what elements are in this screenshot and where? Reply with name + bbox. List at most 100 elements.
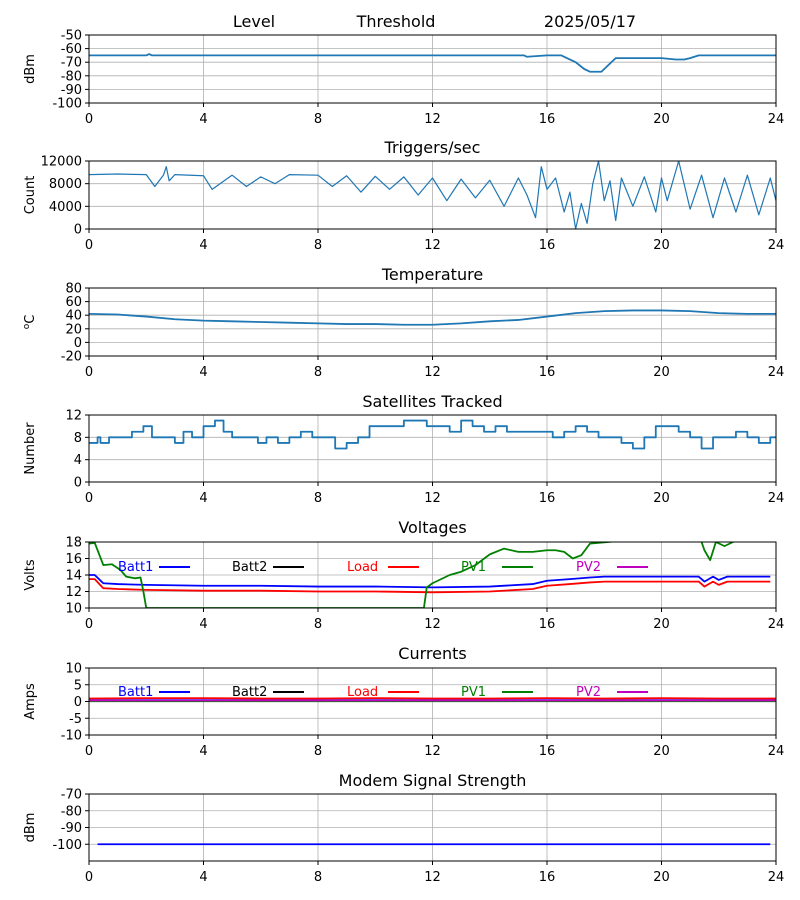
x-tick-label: 12 — [424, 744, 441, 759]
y-tick-label: 10 — [65, 602, 82, 617]
degree-mark: o — [22, 323, 32, 329]
y-tick-label: 0 — [74, 223, 82, 238]
y-tick-label: -70 — [61, 788, 82, 803]
x-tick-label: 0 — [85, 744, 93, 759]
y-tick-label: 12 — [65, 585, 82, 600]
y-tick-label: -80 — [61, 69, 82, 84]
chart-title-part: Level — [233, 12, 275, 31]
x-tick-label: 8 — [314, 365, 322, 380]
chart-title: Triggers/sec — [384, 138, 481, 157]
x-tick-label: 12 — [424, 238, 441, 253]
chart-title: Satellites Tracked — [362, 392, 502, 411]
x-tick-label: 4 — [199, 491, 207, 506]
legend-label-batt2: Batt2 — [232, 560, 267, 575]
x-tick-label: 0 — [85, 112, 93, 127]
x-tick-label: 24 — [768, 238, 785, 253]
y-tick-label: 10 — [65, 662, 82, 677]
y-axis-label: oC — [22, 315, 38, 330]
y-axis-label: Volts — [23, 559, 38, 591]
y-tick-label: 0 — [74, 476, 82, 491]
y-tick-label: 18 — [65, 536, 82, 551]
unit-letter: C — [23, 315, 38, 324]
y-tick-label: 20 — [65, 322, 82, 337]
legend-label-load: Load — [347, 560, 378, 575]
y-axis-label: Number — [23, 422, 38, 475]
series-line-batt1 — [89, 574, 771, 589]
x-tick-label: 4 — [199, 744, 207, 759]
chart-panel-4: 0 4 8 12 16 20 24 0 4 8 12 Number Satellites Tracked — [23, 392, 784, 506]
x-tick-label: 20 — [653, 870, 670, 885]
y-tick-label: -100 — [52, 838, 82, 853]
x-tick-label: 24 — [768, 491, 785, 506]
x-tick-label: 8 — [314, 870, 322, 885]
legend-label-batt2: Batt2 — [232, 685, 267, 700]
x-tick-label: 4 — [199, 365, 207, 380]
y-tick-label: 4 — [74, 453, 82, 468]
series-line-1 — [89, 309, 776, 326]
legend-label-pv2: PV2 — [576, 560, 601, 575]
x-tick-label: 8 — [314, 238, 322, 253]
y-axis-label: dBm — [23, 54, 38, 84]
x-tick-label: 4 — [199, 870, 207, 885]
x-tick-label: 16 — [539, 744, 556, 759]
x-tick-label: 12 — [424, 112, 441, 127]
y-tick-label: -90 — [61, 821, 82, 836]
x-tick-label: 12 — [424, 617, 441, 632]
y-tick-label: -5 — [69, 712, 82, 727]
y-tick-label: 14 — [65, 569, 82, 584]
x-tick-label: 8 — [314, 744, 322, 759]
x-tick-label: 24 — [768, 112, 785, 127]
chart-title: Temperature — [381, 265, 483, 284]
y-tick-label: -70 — [61, 56, 82, 71]
y-tick-label: -10 — [61, 729, 82, 744]
chart-title-part: Threshold — [356, 12, 436, 31]
y-tick-label: -60 — [61, 42, 82, 57]
y-tick-label: 12000 — [41, 155, 82, 170]
x-tick-label: 16 — [539, 365, 556, 380]
x-tick-label: 20 — [653, 238, 670, 253]
x-tick-label: 20 — [653, 491, 670, 506]
series-line-pv1 — [89, 542, 735, 608]
x-tick-label: 8 — [314, 617, 322, 632]
x-tick-label: 8 — [314, 491, 322, 506]
legend-label-batt1: Batt1 — [118, 560, 153, 575]
x-tick-label: 24 — [768, 870, 785, 885]
x-tick-label: 16 — [539, 617, 556, 632]
x-tick-label: 0 — [85, 365, 93, 380]
legend-label-load: Load — [347, 685, 378, 700]
y-tick-label: -100 — [52, 97, 82, 112]
x-tick-label: 16 — [539, 870, 556, 885]
x-tick-label: 0 — [85, 617, 93, 632]
x-tick-label: 4 — [199, 112, 207, 127]
chart-panel-6: Batt1 Batt2 Load PV1 PV2 0 4 8 12 16 20 24 -10 -5 0 510… — [23, 644, 784, 759]
x-tick-label: 0 — [85, 870, 93, 885]
y-tick-label: 4000 — [49, 200, 82, 215]
x-tick-label: 16 — [539, 238, 556, 253]
x-tick-label: 20 — [653, 744, 670, 759]
y-tick-label: -80 — [61, 804, 82, 819]
x-tick-label: 20 — [653, 617, 670, 632]
x-tick-label: 24 — [768, 365, 785, 380]
chart-panel-7: 0 4 8 12 16 20 24 -100 -90 -80-70 dBm Modem Signal … — [23, 771, 784, 885]
series-line-load — [89, 578, 771, 594]
x-tick-label: 16 — [539, 112, 556, 127]
y-tick-label: 40 — [65, 309, 82, 324]
legend-label-pv2: PV2 — [576, 685, 601, 700]
x-tick-label: 12 — [424, 365, 441, 380]
y-tick-label: 12 — [65, 409, 82, 424]
x-tick-label: 0 — [85, 238, 93, 253]
y-axis-label: dBm — [23, 813, 38, 843]
y-tick-label: 16 — [65, 552, 82, 567]
x-tick-label: 24 — [768, 617, 785, 632]
x-tick-label: 8 — [314, 112, 322, 127]
x-tick-label: 12 — [424, 491, 441, 506]
x-tick-label: 4 — [199, 617, 207, 632]
y-tick-label: 5 — [74, 678, 82, 693]
chart-title: Modem Signal Strength — [339, 771, 527, 790]
chart-title: Voltages — [398, 518, 466, 537]
legend-label-pv1: PV1 — [461, 560, 486, 575]
